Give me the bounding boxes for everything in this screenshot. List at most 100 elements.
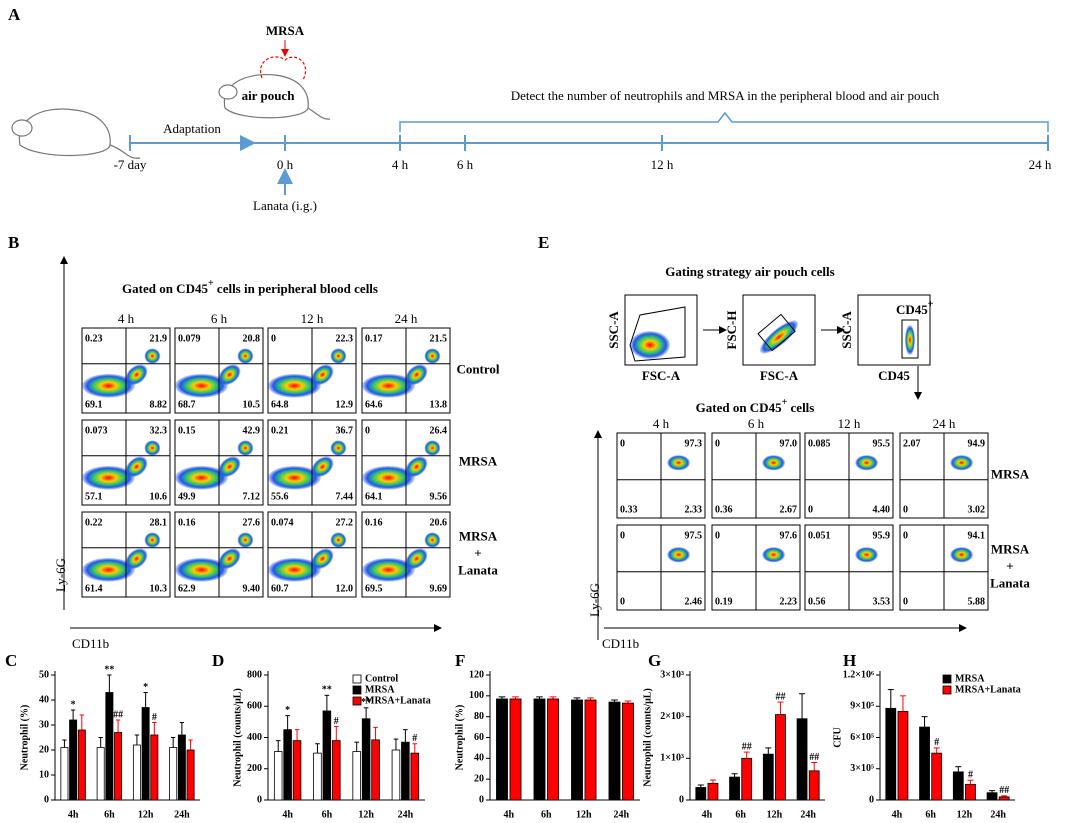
y-tick-label: 10 bbox=[39, 769, 49, 780]
y-axis-label: CFU bbox=[832, 727, 843, 748]
quadrant-value: 0 bbox=[715, 530, 720, 541]
legend-label: MRSA+Lanata bbox=[955, 684, 1021, 695]
quadrant-value: 55.6 bbox=[271, 491, 289, 502]
density-blob bbox=[762, 455, 786, 471]
quadrant-value: 68.7 bbox=[178, 399, 196, 410]
quadrant-value: 0.17 bbox=[365, 333, 383, 344]
timeline-label: 24 h bbox=[1029, 157, 1052, 172]
quadrant-value: 0 bbox=[620, 438, 625, 449]
panel-label: B bbox=[8, 233, 19, 252]
group-label: MRSA bbox=[991, 541, 1030, 556]
quadrant-value: 20.8 bbox=[243, 333, 261, 344]
legend-swatch bbox=[352, 696, 362, 706]
x-tick-label: 24h bbox=[800, 809, 816, 820]
legend-label: MRSA bbox=[365, 684, 395, 695]
y-tick-label: 0 bbox=[257, 794, 262, 805]
bar bbox=[322, 710, 332, 801]
x-tick-label: 12h bbox=[767, 809, 783, 820]
density-blob bbox=[125, 548, 148, 570]
quadrant-value: 97.5 bbox=[685, 530, 703, 541]
bar bbox=[283, 729, 292, 801]
y-tick-label: 1.2×10⁶ bbox=[843, 669, 874, 680]
density-blob bbox=[218, 364, 241, 386]
legend-swatch bbox=[352, 685, 362, 695]
bar bbox=[410, 752, 420, 801]
x-tick-label: 4h bbox=[702, 809, 713, 820]
time-label: 12 h bbox=[301, 311, 324, 326]
bar bbox=[547, 698, 559, 801]
quadrant-value: 0.23 bbox=[85, 333, 103, 344]
quadrant-value: 0.15 bbox=[178, 425, 196, 436]
quadrant-value: 95.9 bbox=[873, 530, 891, 541]
group-label: Lanata bbox=[990, 575, 1030, 590]
density-blob bbox=[268, 557, 321, 582]
y-tick-label: 400 bbox=[247, 732, 262, 743]
density-blob bbox=[268, 373, 321, 398]
bar bbox=[96, 747, 105, 801]
y-tick-label: 9×10⁵ bbox=[850, 701, 874, 712]
density-blob bbox=[175, 373, 228, 398]
bar bbox=[332, 740, 341, 801]
density-blob bbox=[667, 547, 691, 563]
bar bbox=[952, 771, 964, 801]
significance-mark: ## bbox=[775, 691, 785, 702]
detect-label: Detect the number of neutrophils and MRS… bbox=[511, 88, 940, 103]
quadrant-value: 0.073 bbox=[85, 425, 108, 436]
y-tick-label: 40 bbox=[474, 753, 484, 764]
density-blob bbox=[237, 348, 254, 364]
quadrant-value: 0 bbox=[271, 333, 276, 344]
bar bbox=[919, 726, 930, 801]
density-blob bbox=[218, 548, 241, 570]
quadrant-value: 27.2 bbox=[336, 517, 354, 528]
legend-label: Control bbox=[365, 673, 398, 684]
density-blob bbox=[424, 532, 441, 548]
bar bbox=[69, 719, 78, 801]
quadrant-value: 97.3 bbox=[685, 438, 703, 449]
group-label: MRSA bbox=[459, 453, 498, 468]
panel-label: C bbox=[5, 651, 17, 670]
x-tick-label: 4h bbox=[503, 809, 514, 820]
density-blob bbox=[424, 440, 441, 456]
bar bbox=[352, 751, 361, 801]
y-tick-label: 0 bbox=[479, 794, 484, 805]
y-tick-label: 0 bbox=[869, 794, 874, 805]
lanata-label: Lanata (i.g.) bbox=[253, 198, 317, 213]
quadrant-value: 64.6 bbox=[365, 399, 383, 410]
quadrant-value: 69.5 bbox=[365, 583, 383, 594]
quadrant-value: 4.40 bbox=[873, 504, 891, 515]
panel-label: A bbox=[8, 5, 21, 24]
density-blob bbox=[237, 532, 254, 548]
quadrant-value: 0.19 bbox=[715, 596, 733, 607]
quadrant-value: 2.23 bbox=[780, 596, 798, 607]
y-tick-label: 40 bbox=[39, 694, 49, 705]
y-tick-label: 3×10³ bbox=[660, 669, 684, 680]
time-label: 24 h bbox=[395, 311, 418, 326]
x-tick-label: 6h bbox=[541, 809, 552, 820]
panel-label: D bbox=[212, 651, 224, 670]
bar bbox=[986, 792, 998, 801]
quadrant-value: 0 bbox=[903, 530, 908, 541]
bar bbox=[361, 718, 371, 801]
density-blob bbox=[405, 548, 428, 570]
quadrant-value: 95.5 bbox=[873, 438, 891, 449]
quadrant-value: 0.33 bbox=[620, 504, 638, 515]
quadrant-value: 0.16 bbox=[365, 517, 383, 528]
axis-label: FSC-A bbox=[642, 368, 681, 383]
density-blob bbox=[125, 456, 148, 478]
bar bbox=[292, 740, 302, 801]
y-tick-label: 200 bbox=[247, 763, 262, 774]
quadrant-value: 32.3 bbox=[150, 425, 168, 436]
density-blob bbox=[950, 455, 974, 471]
quadrant-value: 22.3 bbox=[336, 333, 354, 344]
bar bbox=[150, 734, 159, 801]
x-tick-label: 24h bbox=[174, 809, 190, 820]
x-tick-label: 4h bbox=[892, 809, 903, 820]
bar bbox=[885, 707, 897, 801]
quadrant-value: 57.1 bbox=[85, 491, 103, 502]
title-part: cells in peripheral blood cells bbox=[214, 281, 378, 296]
quadrant-value: 9.40 bbox=[243, 583, 261, 594]
y-tick-label: 1×10³ bbox=[660, 753, 684, 764]
quadrant-value: 0 bbox=[903, 596, 908, 607]
quadrant-value: 94.9 bbox=[968, 438, 986, 449]
